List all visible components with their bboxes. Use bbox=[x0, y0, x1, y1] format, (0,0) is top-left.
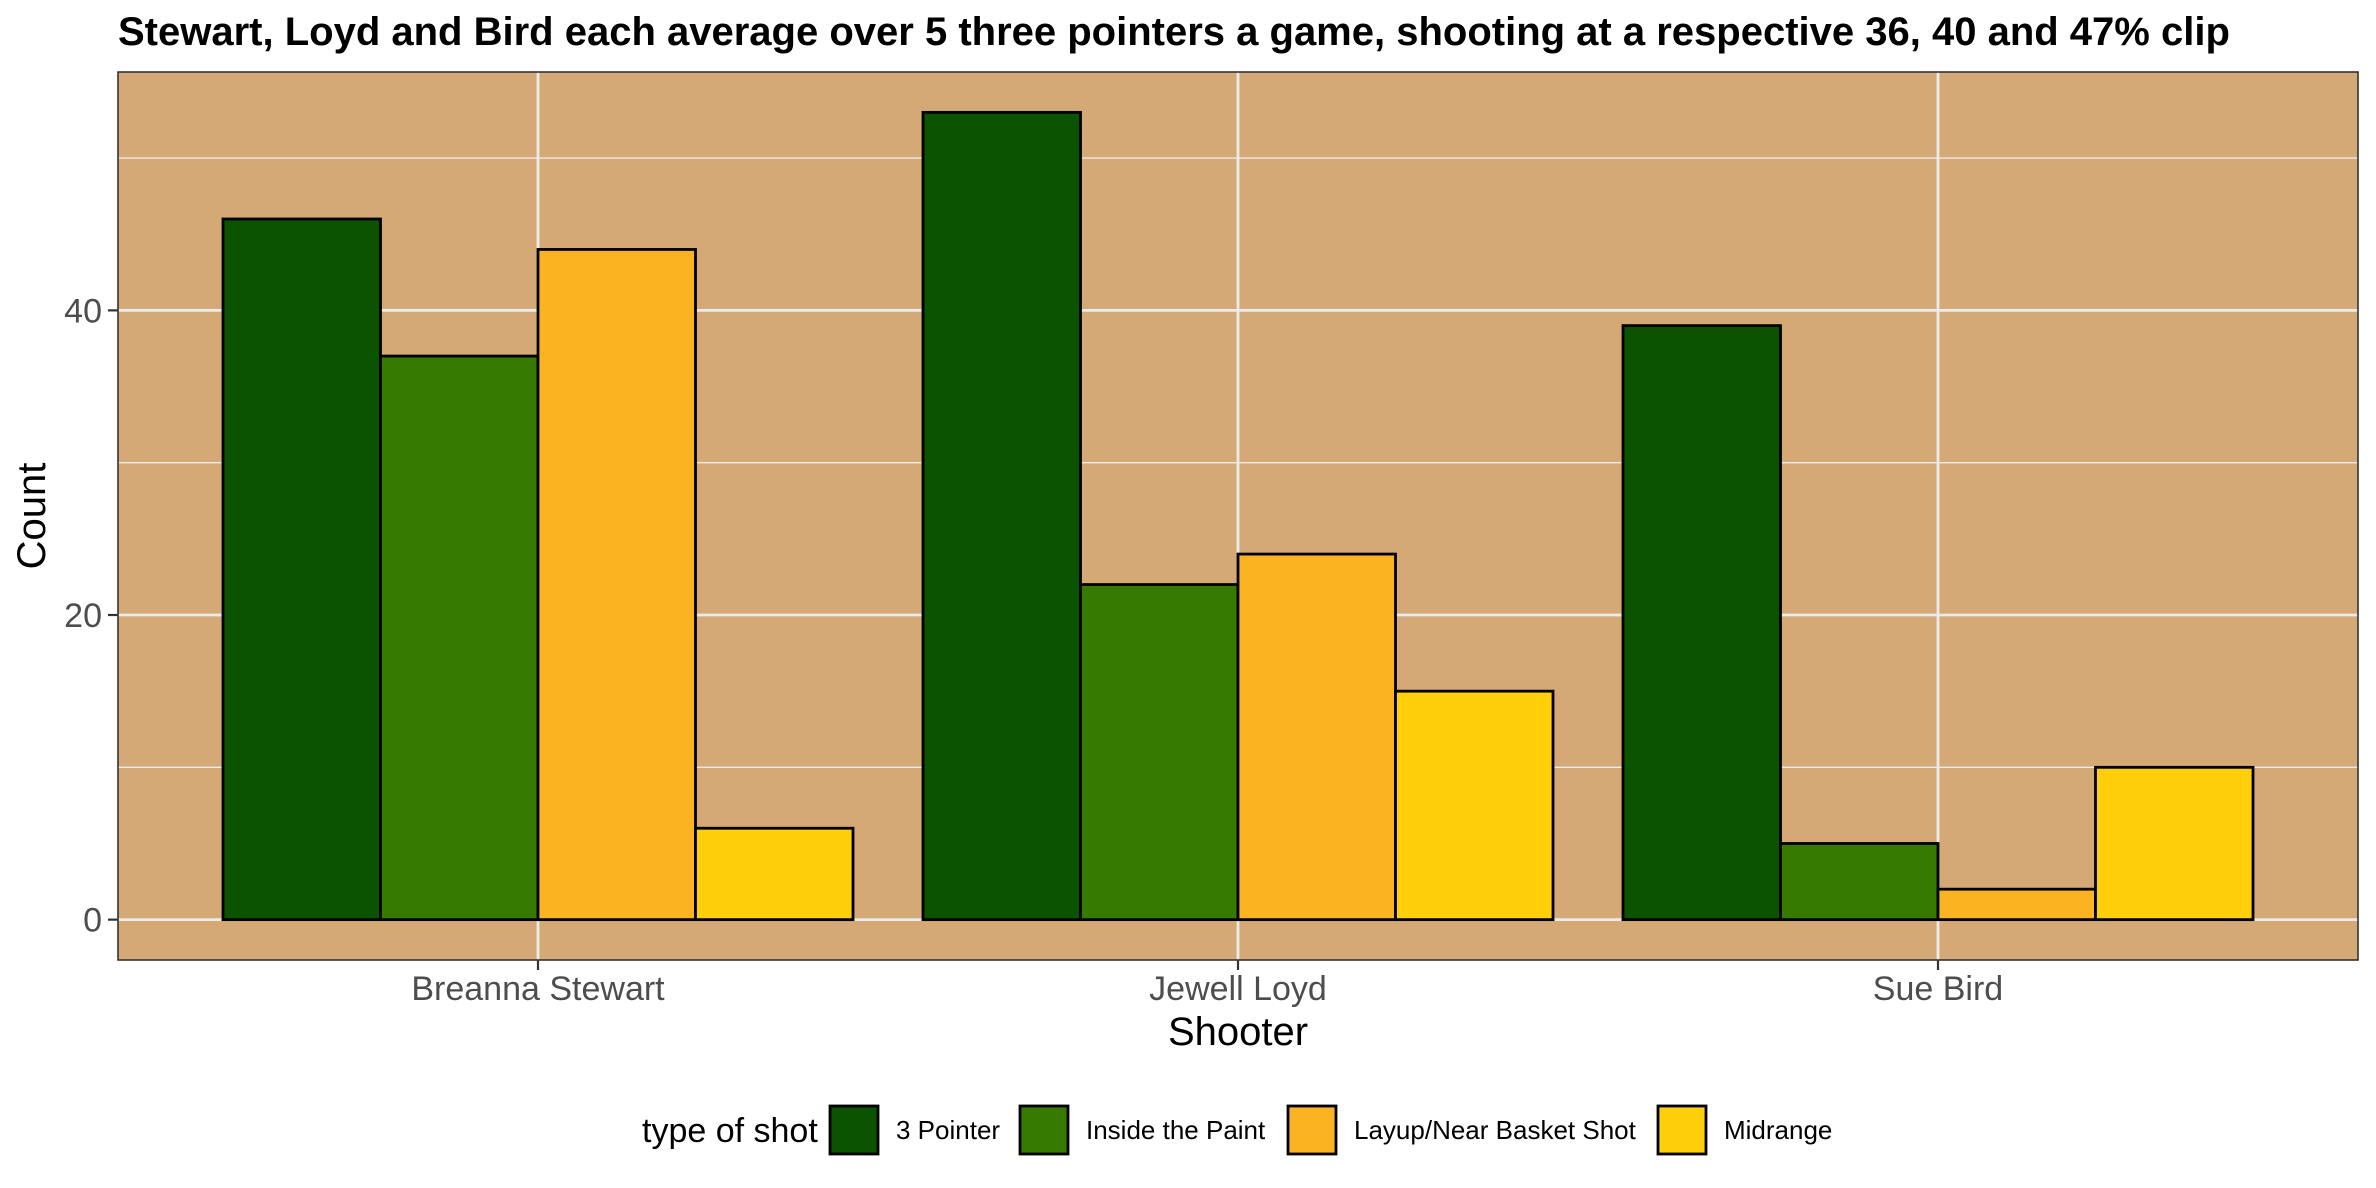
bar bbox=[1779, 842, 1940, 922]
bars bbox=[221, 110, 2255, 922]
y-tick-label: 20 bbox=[64, 597, 102, 635]
bar bbox=[1236, 552, 1397, 922]
legend-key bbox=[1656, 1104, 1708, 1156]
legend: type of shot 3 Pointer Inside the Paint Lay… bbox=[642, 1104, 1832, 1156]
legend-label: Midrange bbox=[1724, 1115, 1832, 1145]
x-axis: Breanna Stewart Jewell Loyd Sue Bird bbox=[411, 960, 2003, 1008]
legend-label: Layup/Near Basket Shot bbox=[1354, 1115, 1637, 1145]
legend-key bbox=[1018, 1104, 1070, 1156]
legend-key bbox=[1286, 1104, 1338, 1156]
bar bbox=[379, 354, 540, 922]
x-tick-label: Sue Bird bbox=[1873, 970, 2003, 1008]
bar bbox=[921, 110, 1082, 922]
bar bbox=[1936, 887, 2097, 922]
bar bbox=[1621, 324, 1782, 922]
chart-title: Stewart, Loyd and Bird each average over… bbox=[118, 10, 2230, 54]
legend-key bbox=[828, 1104, 880, 1156]
bar bbox=[1394, 689, 1555, 922]
legend-label: 3 Pointer bbox=[896, 1115, 1000, 1145]
bar bbox=[2094, 765, 2255, 922]
legend-label: Inside the Paint bbox=[1086, 1115, 1266, 1145]
bar bbox=[694, 826, 855, 922]
x-tick-label: Jewell Loyd bbox=[1149, 970, 1327, 1008]
x-tick-label: Breanna Stewart bbox=[411, 970, 665, 1008]
y-tick-label: 40 bbox=[64, 292, 102, 330]
y-axis: 0 20 40 bbox=[64, 292, 118, 940]
x-axis-title: Shooter bbox=[1168, 1010, 1308, 1054]
y-axis-title: Count bbox=[10, 463, 54, 570]
y-tick-label: 0 bbox=[83, 902, 102, 940]
bar bbox=[221, 217, 382, 922]
bar bbox=[536, 248, 697, 922]
legend-title: type of shot bbox=[642, 1112, 818, 1150]
bar bbox=[1079, 583, 1240, 922]
